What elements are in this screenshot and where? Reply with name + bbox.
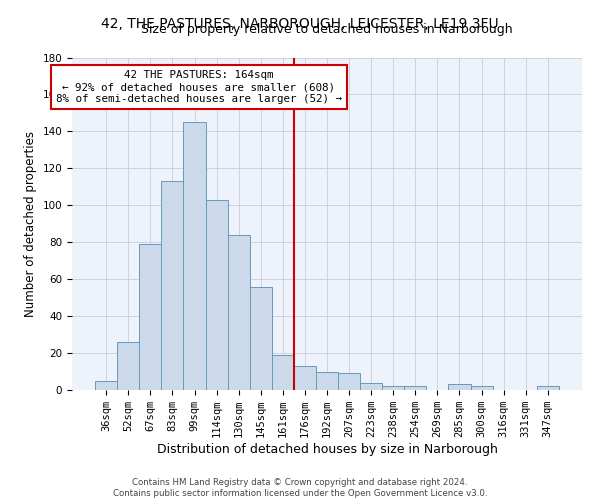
Bar: [537, 386, 559, 390]
Bar: [338, 374, 360, 390]
Title: Size of property relative to detached houses in Narborough: Size of property relative to detached ho…: [141, 22, 513, 36]
Bar: [117, 342, 139, 390]
Bar: [382, 386, 404, 390]
Bar: [470, 386, 493, 390]
Bar: [95, 381, 117, 390]
Bar: [316, 372, 338, 390]
Bar: [294, 366, 316, 390]
X-axis label: Distribution of detached houses by size in Narborough: Distribution of detached houses by size …: [157, 443, 497, 456]
Text: 42, THE PASTURES, NARBOROUGH, LEICESTER, LE19 3FU: 42, THE PASTURES, NARBOROUGH, LEICESTER,…: [101, 18, 499, 32]
Bar: [161, 182, 184, 390]
Y-axis label: Number of detached properties: Number of detached properties: [24, 130, 37, 317]
Bar: [448, 384, 470, 390]
Bar: [206, 200, 227, 390]
Text: Contains HM Land Registry data © Crown copyright and database right 2024.
Contai: Contains HM Land Registry data © Crown c…: [113, 478, 487, 498]
Bar: [227, 235, 250, 390]
Bar: [250, 286, 272, 390]
Bar: [404, 386, 427, 390]
Bar: [139, 244, 161, 390]
Bar: [272, 355, 294, 390]
Bar: [184, 122, 206, 390]
Bar: [360, 382, 382, 390]
Text: 42 THE PASTURES: 164sqm
← 92% of detached houses are smaller (608)
8% of semi-de: 42 THE PASTURES: 164sqm ← 92% of detache…: [56, 70, 342, 104]
